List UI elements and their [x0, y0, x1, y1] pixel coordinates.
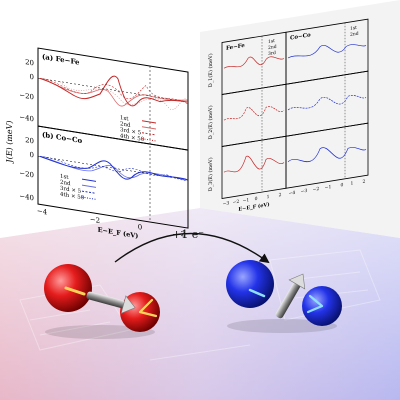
axes-b-frame: [37, 125, 189, 229]
ytick-b-2: −20: [19, 168, 34, 179]
ytick-a-0: 20: [25, 57, 34, 67]
legend-a-0: 1st: [120, 115, 129, 122]
rx-left-4: 1: [267, 194, 270, 200]
legend-b-2: 3rd × 5: [60, 186, 82, 195]
d2-ylabel: D_2(E) (meV): [207, 105, 214, 140]
legend-a-2: 3rd × 5: [120, 127, 142, 136]
rx-right-4: 0: [341, 182, 344, 188]
right-co-label: Co−Co: [290, 32, 311, 41]
xtick-0: −4: [37, 206, 48, 217]
ytick-a-1: 0: [30, 72, 34, 82]
left-ylabel: J(E) (meV): [5, 120, 14, 165]
rx-right-5: 1: [351, 180, 354, 186]
fe-curves: [39, 75, 189, 110]
rx-left-0: −3: [223, 200, 230, 207]
fe-dimer: [44, 264, 160, 339]
ytick-b-3: −40: [19, 191, 34, 202]
rx-left-1: −2: [233, 199, 240, 206]
legend-b-0: 1st: [60, 174, 69, 181]
right-legend-fe-0: 1st: [268, 38, 275, 45]
co-spin-arrow: [275, 281, 301, 319]
right-fe-label: Fe−Fe: [226, 43, 245, 52]
rx-right-2: −2: [313, 186, 320, 193]
right-panel: Fe−Fe Co−Co 1st 2nd 3rd 1st 2nd D_1(E) (…: [200, 0, 400, 238]
rx-right-0: −4: [289, 190, 296, 197]
xtick-1: −2: [90, 214, 100, 225]
rx-left-3: 0: [255, 196, 258, 202]
co-atom-left: [226, 260, 274, 308]
legend-a-1: 2nd: [120, 121, 131, 129]
right-co-curves: [287, 44, 367, 163]
electron-label: +1 e⁻: [172, 228, 204, 241]
ytick-a-3: −40: [19, 112, 34, 123]
right-fe-curves: [223, 56, 285, 173]
right-legend-co-1: 2nd: [350, 31, 359, 38]
rx-left-5: 2: [279, 192, 282, 198]
legend-a-3: 4th × 50: [120, 133, 145, 143]
left-panel: 20 0 −20 −40 20 0 −20 −40 −4 −2 0 2 E−E_…: [0, 0, 200, 240]
transfer-arrow: [114, 232, 270, 264]
ytick-a-2: −20: [19, 90, 34, 101]
right-legend-co-0: 1st: [350, 25, 357, 32]
rx-right-6: 2: [363, 179, 366, 185]
rx-left-2: −1: [243, 197, 250, 204]
ytick-b-1: 0: [30, 150, 34, 160]
xtick-2: 0: [138, 222, 142, 232]
rx-right-3: −1: [325, 184, 332, 191]
right-xlabel: E−E_F (eV): [238, 201, 269, 213]
co-curves: [39, 155, 189, 181]
right-legend-fe-2: 3rd: [268, 50, 276, 57]
d1-ylabel: D_1(E) (meV): [207, 53, 214, 88]
d3-ylabel: D_3(E) (meV): [207, 157, 214, 192]
right-legend-fe-1: 2nd: [268, 44, 277, 51]
legend-b-1: 2nd: [60, 180, 71, 188]
legend-b-3: 4th × 50: [60, 192, 85, 202]
floor: [0, 208, 400, 400]
rx-right-1: −3: [301, 188, 308, 195]
ytick-b-0: 20: [25, 135, 34, 145]
co-dimer: [226, 260, 342, 333]
fe-spin-arrow: [86, 291, 126, 309]
d3-co-frame: [285, 122, 369, 189]
